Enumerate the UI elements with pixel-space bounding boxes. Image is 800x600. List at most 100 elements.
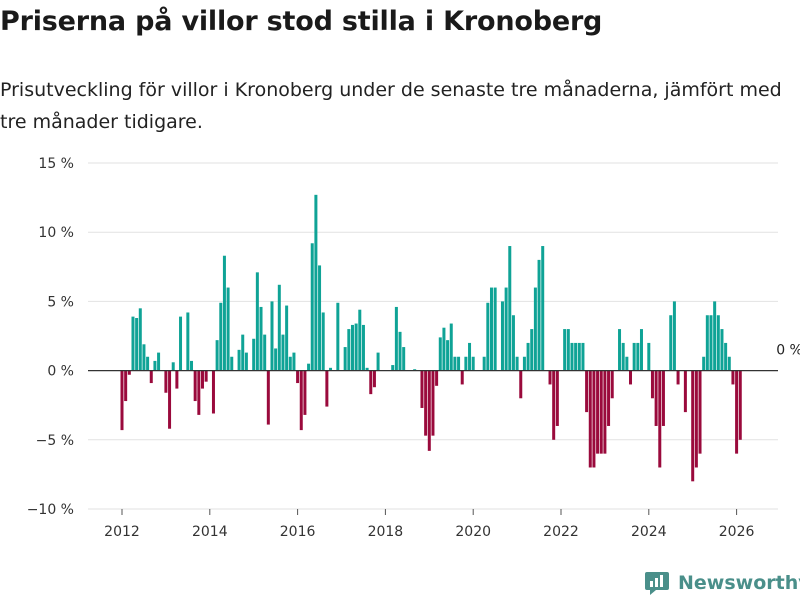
bar <box>314 194 318 371</box>
bar <box>669 315 673 371</box>
bar <box>336 302 340 371</box>
bar <box>365 367 369 371</box>
bar <box>727 356 731 371</box>
bar <box>705 315 709 371</box>
bar <box>658 370 662 468</box>
bar <box>131 316 135 371</box>
bar <box>683 370 687 413</box>
bar <box>464 356 468 371</box>
bar <box>431 370 435 436</box>
bar <box>190 360 194 371</box>
bar <box>266 370 270 425</box>
bar <box>577 342 581 371</box>
bar <box>639 329 643 371</box>
y-tick-label: −10 % <box>27 502 74 518</box>
bar <box>672 301 676 371</box>
bar <box>394 306 398 371</box>
bar <box>482 356 486 371</box>
bar <box>555 370 559 426</box>
y-tick-label: 5 % <box>47 294 74 310</box>
bar <box>603 370 607 454</box>
bar <box>442 327 446 371</box>
bar <box>164 370 168 393</box>
bar <box>585 370 589 413</box>
bar <box>471 356 475 371</box>
bar <box>274 348 278 371</box>
bar <box>252 338 256 371</box>
bar <box>296 370 300 384</box>
bar <box>607 370 611 426</box>
bar <box>372 370 376 388</box>
bar <box>146 356 150 371</box>
bar <box>581 342 585 371</box>
bar <box>310 243 314 371</box>
bar <box>694 370 698 468</box>
bar <box>522 356 526 371</box>
y-tick-label: −5 % <box>36 433 74 449</box>
bar <box>618 329 622 371</box>
bar <box>292 352 296 371</box>
chart-subtitle: Prisutveckling för villor i Kronoberg un… <box>0 79 782 133</box>
bar <box>398 331 402 371</box>
bar <box>307 363 311 371</box>
bar <box>599 370 603 454</box>
x-axis: 2012 2014 2016 2018 2020 2022 2024 2026 <box>104 509 755 540</box>
y-axis: −10 % −5 % 0 % 5 % 10 % 15 % <box>27 156 74 518</box>
bar <box>124 370 128 402</box>
bar <box>149 370 153 384</box>
bar <box>241 334 245 371</box>
bar <box>647 342 651 371</box>
y-tick-label: 15 % <box>38 156 74 172</box>
bar <box>449 323 453 371</box>
bar <box>179 316 183 371</box>
x-tick-label: 2016 <box>280 524 316 540</box>
bar <box>157 352 161 371</box>
bar <box>702 356 706 371</box>
bar <box>230 356 234 371</box>
bar <box>263 334 267 371</box>
bar <box>219 302 223 371</box>
bar <box>541 246 545 371</box>
bars <box>120 194 742 482</box>
bar <box>650 370 654 399</box>
bar <box>244 352 248 371</box>
bar <box>632 342 636 371</box>
bar <box>621 342 625 371</box>
bar <box>402 347 406 371</box>
bar <box>716 315 720 371</box>
bar <box>215 340 219 371</box>
bar <box>731 370 735 385</box>
bar <box>698 370 702 454</box>
bar <box>435 370 439 386</box>
bar <box>288 356 292 371</box>
bar <box>299 370 303 431</box>
bar <box>237 349 241 371</box>
bar <box>259 306 263 371</box>
bar <box>420 370 424 408</box>
bar <box>142 344 146 371</box>
bar <box>138 308 142 371</box>
bar <box>552 370 556 440</box>
bar <box>135 318 139 371</box>
bar <box>318 265 322 371</box>
grid-lines <box>88 162 778 510</box>
bar <box>636 342 640 371</box>
bar <box>325 370 329 407</box>
bar <box>457 356 461 371</box>
x-tick-label: 2026 <box>719 524 755 540</box>
y-tick-label: 0 % <box>47 364 74 380</box>
bar <box>226 287 230 371</box>
brand-name: Newsworthy <box>678 572 800 594</box>
bar <box>413 369 417 371</box>
bar <box>511 315 515 371</box>
bar <box>720 329 724 371</box>
bar <box>222 255 226 371</box>
bar <box>200 370 204 389</box>
bar <box>713 301 717 371</box>
bar <box>211 370 215 414</box>
bar <box>676 370 680 385</box>
bar <box>350 324 354 371</box>
x-tick-label: 2024 <box>631 524 667 540</box>
bar <box>625 356 629 371</box>
bar <box>354 323 358 371</box>
